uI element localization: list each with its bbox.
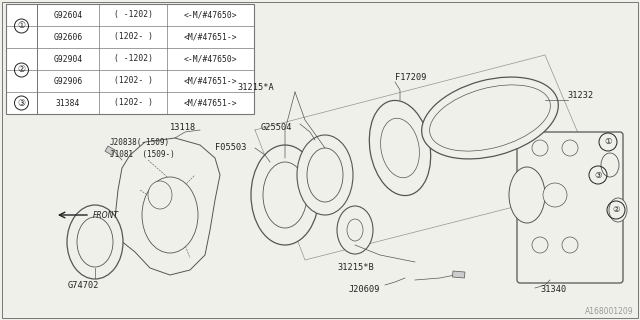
Text: ( -1202): ( -1202) bbox=[114, 11, 152, 20]
Text: ②: ② bbox=[17, 66, 26, 75]
Text: ③: ③ bbox=[17, 99, 26, 108]
Ellipse shape bbox=[307, 148, 343, 202]
Text: <M/#47651->: <M/#47651-> bbox=[184, 76, 237, 85]
Text: J20838(-1509): J20838(-1509) bbox=[110, 139, 170, 148]
Ellipse shape bbox=[347, 219, 363, 241]
Ellipse shape bbox=[422, 77, 558, 159]
Ellipse shape bbox=[67, 205, 123, 279]
Ellipse shape bbox=[562, 237, 578, 253]
Text: 31384: 31384 bbox=[56, 99, 80, 108]
Ellipse shape bbox=[609, 198, 627, 222]
Text: A168001209: A168001209 bbox=[586, 307, 634, 316]
Text: <-M/#47650>: <-M/#47650> bbox=[184, 11, 237, 20]
Text: J20609: J20609 bbox=[349, 285, 380, 294]
Text: G92904: G92904 bbox=[53, 54, 83, 63]
Bar bbox=[6, 4, 254, 114]
Text: 31232: 31232 bbox=[567, 92, 593, 100]
Ellipse shape bbox=[297, 135, 353, 215]
Text: G25504: G25504 bbox=[260, 124, 292, 132]
Ellipse shape bbox=[601, 153, 619, 177]
Ellipse shape bbox=[562, 140, 578, 156]
Ellipse shape bbox=[381, 118, 419, 178]
Text: 13118: 13118 bbox=[170, 124, 196, 132]
Text: ②: ② bbox=[612, 205, 620, 214]
Ellipse shape bbox=[509, 167, 545, 223]
Text: 31215*B: 31215*B bbox=[338, 263, 374, 273]
Text: 31340: 31340 bbox=[540, 285, 566, 294]
Ellipse shape bbox=[429, 85, 550, 151]
Ellipse shape bbox=[543, 183, 567, 207]
Text: ①: ① bbox=[604, 138, 612, 147]
Ellipse shape bbox=[251, 145, 319, 245]
Ellipse shape bbox=[263, 162, 307, 228]
Bar bbox=[105, 146, 115, 155]
Text: <M/#47651->: <M/#47651-> bbox=[184, 33, 237, 42]
Ellipse shape bbox=[142, 177, 198, 253]
Ellipse shape bbox=[532, 140, 548, 156]
Text: <-M/#47650>: <-M/#47650> bbox=[184, 54, 237, 63]
Text: G92606: G92606 bbox=[53, 33, 83, 42]
Text: F05503: F05503 bbox=[214, 143, 246, 153]
Text: 31215*A: 31215*A bbox=[237, 83, 275, 92]
Text: F17209: F17209 bbox=[395, 74, 426, 83]
Ellipse shape bbox=[532, 237, 548, 253]
Text: (1202- ): (1202- ) bbox=[114, 99, 152, 108]
Ellipse shape bbox=[337, 206, 373, 254]
Bar bbox=[452, 271, 465, 278]
Ellipse shape bbox=[369, 100, 431, 196]
Text: (1202- ): (1202- ) bbox=[114, 33, 152, 42]
Text: G92906: G92906 bbox=[53, 76, 83, 85]
Text: J1081  (1509-): J1081 (1509-) bbox=[110, 149, 175, 158]
Text: <M/#47651->: <M/#47651-> bbox=[184, 99, 237, 108]
Text: (1202- ): (1202- ) bbox=[114, 76, 152, 85]
Text: G74702: G74702 bbox=[67, 282, 99, 291]
Ellipse shape bbox=[148, 181, 172, 209]
FancyBboxPatch shape bbox=[517, 132, 623, 283]
Text: G92604: G92604 bbox=[53, 11, 83, 20]
Text: ①: ① bbox=[17, 21, 26, 30]
Text: ③: ③ bbox=[595, 171, 602, 180]
Ellipse shape bbox=[77, 217, 113, 267]
Text: FRONT: FRONT bbox=[93, 211, 119, 220]
Text: ( -1202): ( -1202) bbox=[114, 54, 152, 63]
